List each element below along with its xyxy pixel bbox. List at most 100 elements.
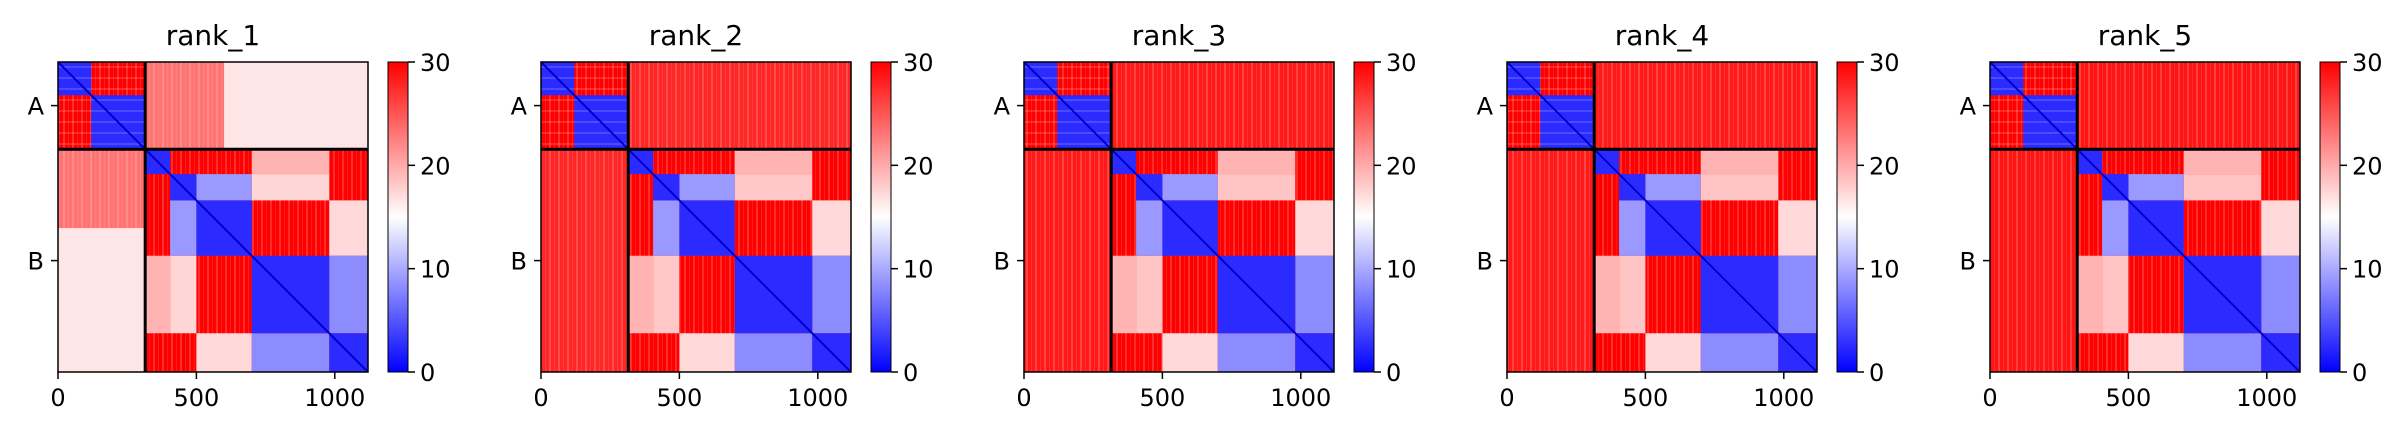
domain-coupling-block: [1295, 255, 1334, 334]
panel-title: rank_4: [1615, 19, 1709, 52]
diagonal: [1023, 61, 1335, 373]
diagonal: [57, 61, 369, 373]
colorbar: [1353, 61, 1375, 373]
domain-coupling-block: [1162, 333, 1218, 372]
plot-frame: [540, 61, 852, 373]
colorbar-tick-label: 10: [1869, 256, 1900, 284]
domain-coupling-block: [1217, 333, 1296, 372]
domain-coupling-block: [2102, 200, 2129, 256]
colorbar-tick-label: 20: [420, 152, 451, 180]
colorbar-tick-label: 10: [2352, 256, 2383, 284]
domain-coupling-block: [196, 174, 252, 201]
domain-coupling-block: [2183, 149, 2262, 175]
colorbar: [387, 61, 409, 373]
domain-coupling-block: [329, 200, 368, 256]
domain-coupling-block: [2183, 333, 2262, 372]
domain-coupling-block: [1619, 200, 1646, 256]
domain-coupling-block: [734, 149, 813, 175]
x-tick-label: 1000: [1270, 384, 1331, 412]
domain-coupling-block: [170, 200, 197, 256]
chain-label: B: [511, 248, 527, 276]
domain-coupling-block: [170, 255, 197, 334]
domain-coupling-block: [812, 200, 851, 256]
domain-coupling-block: [1217, 149, 1296, 175]
x-tick-label: 500: [656, 384, 702, 412]
x-tick-label: 0: [50, 384, 65, 412]
domain-coupling-block: [734, 174, 813, 201]
domain-coupling-block: [1594, 255, 1620, 334]
x-tick-label: 500: [2105, 384, 2151, 412]
colorbar-tick-label: 10: [1386, 256, 1417, 284]
colorbar: [870, 61, 892, 373]
colorbar-tick-label: 10: [903, 256, 934, 284]
pae-panel: rank_4 A B 0 500 1000 0 10 20 30: [1477, 19, 1900, 412]
colorbar-tick-label: 30: [1869, 49, 1900, 77]
domain-coupling-block: [329, 255, 368, 334]
x-tick-label: 0: [1016, 384, 1031, 412]
x-tick-label: 0: [1982, 384, 1997, 412]
domain-coupling-block: [2128, 174, 2184, 201]
colorbar-tick-label: 20: [1869, 152, 1900, 180]
pae-panel: rank_1 A B 0 500 1000 0 10 20 30: [28, 19, 451, 412]
chain-label: B: [994, 248, 1010, 276]
domain-coupling-block: [1136, 200, 1163, 256]
x-tick-label: 1000: [1753, 384, 1814, 412]
domain-coupling-block: [1217, 174, 1296, 201]
domain-coupling-block: [224, 62, 368, 150]
domain-coupling-block: [812, 255, 851, 334]
domain-coupling-block: [1645, 174, 1701, 201]
chain-label: A: [994, 93, 1011, 121]
panel-title: rank_3: [1132, 19, 1226, 52]
domain-coupling-block: [1162, 174, 1218, 201]
domain-coupling-block: [628, 255, 654, 334]
domain-coupling-block: [1111, 255, 1137, 334]
domain-coupling-block: [196, 333, 252, 372]
domain-coupling-block: [1136, 255, 1163, 334]
x-tick-label: 1000: [787, 384, 848, 412]
x-tick-label: 0: [1499, 384, 1514, 412]
chain-label: B: [28, 248, 44, 276]
colorbar-tick-label: 0: [2352, 359, 2367, 387]
x-tick-label: 500: [1622, 384, 1668, 412]
domain-coupling-block: [2183, 174, 2262, 201]
colorbar-tick-label: 0: [1869, 359, 1884, 387]
colorbar: [1836, 61, 1858, 373]
pae-panel: rank_3 A B 0 500 1000 0 10 20 30: [994, 19, 1417, 412]
domain-coupling-block: [1645, 333, 1701, 372]
domain-coupling-block: [679, 174, 735, 201]
colorbar-tick-label: 0: [903, 359, 918, 387]
x-tick-label: 500: [1139, 384, 1185, 412]
domain-coupling-block: [1700, 174, 1779, 201]
chain-label: A: [1960, 93, 1977, 121]
x-tick-label: 1000: [304, 384, 365, 412]
x-tick-label: 0: [533, 384, 548, 412]
colorbar: [2319, 61, 2341, 373]
colorbar-tick-label: 30: [903, 49, 934, 77]
domain-coupling-block: [2261, 200, 2300, 256]
domain-coupling-block: [1778, 200, 1817, 256]
chain-label: A: [28, 93, 45, 121]
domain-coupling-block: [145, 255, 171, 334]
domain-coupling-block: [251, 174, 330, 201]
plot-frame: [1989, 61, 2301, 373]
colorbar-tick-label: 10: [420, 256, 451, 284]
domain-coupling-block: [653, 255, 680, 334]
domain-coupling-block: [251, 149, 330, 175]
domain-coupling-block: [679, 333, 735, 372]
x-tick-label: 500: [173, 384, 219, 412]
colorbar-tick-label: 30: [420, 49, 451, 77]
colorbar-tick-label: 30: [2352, 49, 2383, 77]
domain-coupling-block: [1295, 200, 1334, 256]
plot-frame: [1506, 61, 1818, 373]
chain-label: A: [1477, 93, 1494, 121]
colorbar-tick-label: 20: [1386, 152, 1417, 180]
colorbar-tick-label: 0: [420, 359, 435, 387]
domain-coupling-block: [2261, 255, 2300, 334]
domain-coupling-block: [1700, 333, 1779, 372]
domain-coupling-block: [734, 333, 813, 372]
colorbar-tick-label: 0: [1386, 359, 1401, 387]
plot-frame: [1023, 61, 1335, 373]
colorbar-tick-label: 20: [2352, 152, 2383, 180]
panel-title: rank_5: [2098, 19, 2192, 52]
